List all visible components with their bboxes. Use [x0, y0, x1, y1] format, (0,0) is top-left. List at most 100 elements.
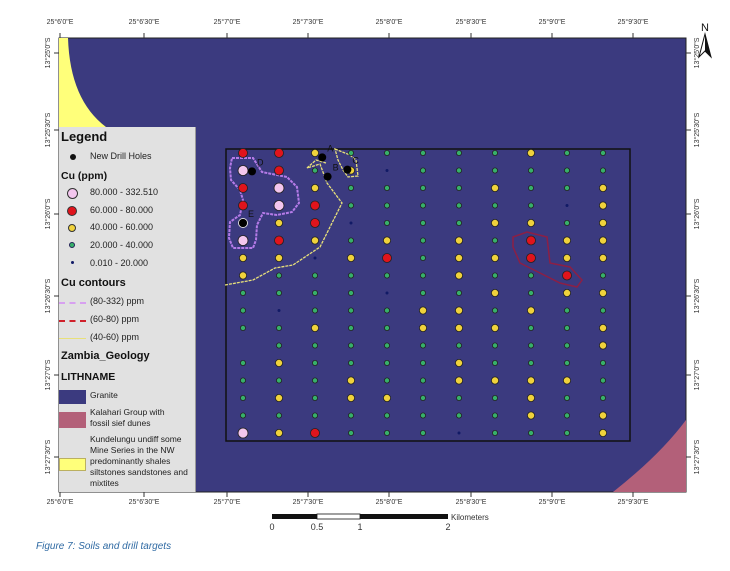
right-axis-label: 13°25'0"S: [693, 37, 701, 68]
green-sample: [347, 412, 354, 419]
yellow-sample: [454, 253, 463, 262]
contour-40-60: [224, 159, 343, 286]
scale-label: 1: [357, 522, 362, 532]
green-sample: [528, 272, 535, 279]
yellow-sample: [418, 306, 427, 315]
green-sample: [564, 167, 571, 174]
green-sample: [419, 219, 426, 226]
red-sample: [238, 148, 248, 158]
pink-sample: [273, 200, 285, 211]
green-sample: [564, 394, 571, 401]
north-label: N: [701, 22, 709, 34]
green-sample: [383, 219, 390, 226]
scale-label: 0.5: [311, 522, 324, 532]
yellow-sample: [274, 253, 283, 262]
green-sample: [455, 289, 462, 296]
green-sample: [455, 219, 462, 226]
yellow-sample: [599, 253, 608, 262]
scale-unit: Kilometers: [451, 513, 489, 522]
red-sample: [526, 253, 536, 263]
green-sample: [600, 167, 607, 174]
green-sample: [491, 342, 498, 349]
kundelungu-patch: [59, 458, 86, 471]
scale-bar: 0 0.5 1 2 Kilometers: [269, 513, 488, 532]
green-sample: [275, 289, 282, 296]
yellow-sample: [563, 288, 572, 297]
green-sample: [347, 359, 354, 366]
green-sample: [600, 272, 607, 279]
legend-lith: Granite: [90, 390, 118, 400]
green-sample: [455, 412, 462, 419]
green-sample: [383, 342, 390, 349]
green-sample: [419, 167, 426, 174]
legend-lith-title: LITHNAME: [61, 371, 116, 383]
green-sample: [311, 359, 318, 366]
contour-60-80: [512, 231, 583, 288]
green-sample: [383, 377, 390, 384]
yellow-sample: [274, 428, 283, 437]
red-sample: [274, 165, 284, 176]
green-sample: [239, 412, 246, 419]
yellow-sample: [490, 288, 499, 297]
green-sample: [528, 289, 535, 296]
kalahari-area: [613, 420, 686, 492]
red-sample: [238, 183, 248, 193]
red-sample: [310, 428, 320, 438]
top-axis-label: 25°8'0"E: [376, 18, 403, 26]
blue-sample: [565, 204, 569, 207]
legend-lith: Kundelungu undiff some Mine Series in th…: [90, 434, 188, 488]
green-sample: [564, 324, 571, 331]
green-sample: [491, 429, 498, 436]
scale-label: 2: [445, 522, 450, 532]
top-axis-label: 25°7'0"E: [214, 18, 241, 26]
legend-drill-holes: New Drill Holes: [90, 151, 152, 161]
pink-symbol: [67, 188, 78, 199]
blue-sample: [385, 291, 389, 295]
top-axis-label: 25°9'30"E: [618, 18, 649, 26]
left-axis-label: 13°27'30"S: [44, 439, 52, 474]
pink-sample: [237, 235, 249, 246]
blue-sample: [349, 221, 353, 225]
granite-patch: [59, 390, 86, 404]
blue-sample: [385, 169, 389, 172]
green-sample: [564, 359, 571, 366]
green-sample: [347, 202, 354, 209]
green-sample: [528, 184, 535, 191]
drill-hole: [343, 165, 352, 174]
top-axis-label: 25°6'0"E: [47, 18, 74, 26]
green-sample: [600, 394, 607, 401]
green-sample: [239, 307, 246, 314]
green-sample: [347, 429, 354, 436]
green-sample: [311, 307, 318, 314]
right-axis-label: 13°27'0"S: [693, 359, 701, 390]
green-sample: [528, 202, 535, 209]
blue-symbol: [71, 261, 74, 264]
green-sample: [239, 289, 246, 296]
red-sample: [238, 200, 248, 211]
green-sample: [491, 359, 498, 366]
green-sample: [491, 167, 498, 174]
yellow-sample: [310, 148, 319, 157]
legend-cu-class: 60.000 - 80.000: [90, 205, 154, 215]
drill-hole: [323, 172, 332, 181]
green-sample: [311, 272, 318, 279]
legend-lith: Kalahari Group with fossil sief dunes: [90, 407, 165, 428]
green-sample: [419, 377, 426, 384]
legend-cu-class: 40.000 - 60.000: [90, 222, 154, 232]
contour-80-332: [227, 157, 301, 249]
top-axis-label: 25°6'30"E: [129, 18, 160, 26]
green-sample: [491, 149, 498, 156]
drill-hole-label: C: [352, 156, 359, 166]
right-axis-label: 13°25'30"S: [693, 112, 701, 147]
bottom-axis-label: 25°6'0"E: [47, 498, 74, 506]
green-sample: [383, 202, 390, 209]
drill-hole-symbol: [70, 154, 76, 160]
legend-title: Legend: [61, 129, 108, 144]
yellow-sample: [454, 236, 463, 245]
yellow-sample: [454, 323, 463, 332]
red-sample: [274, 235, 284, 246]
green-sample: [455, 167, 462, 174]
green-sample: [564, 184, 571, 191]
yellow-sample: [490, 323, 499, 332]
green-sample: [564, 307, 571, 314]
